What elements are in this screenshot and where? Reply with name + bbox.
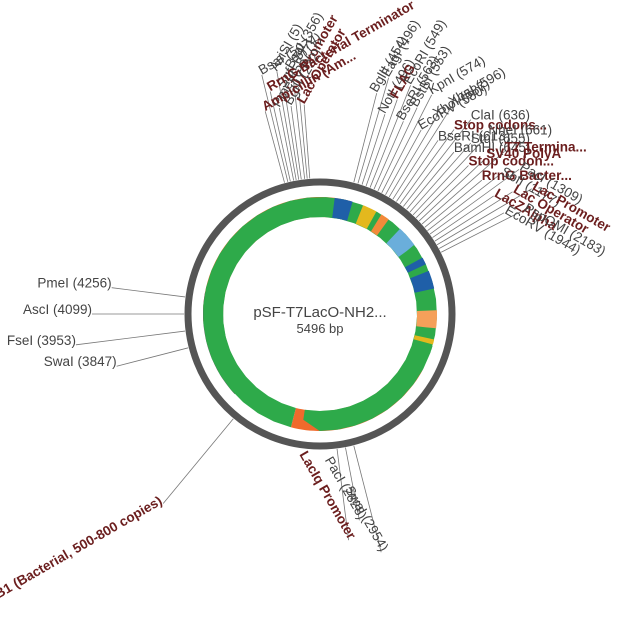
leader-line: [276, 71, 297, 181]
leader-line: [269, 91, 291, 182]
site-label-26: NheI (661): [488, 123, 552, 138]
site-label-42: PmeI (4256): [37, 276, 111, 291]
leader-line: [434, 191, 513, 242]
leader-line: [406, 151, 455, 210]
feature-name-22: Stop codons...: [454, 118, 547, 133]
leader-line: [415, 165, 469, 219]
leader-line: [429, 169, 520, 235]
plasmid-backbone: [184, 178, 456, 450]
leader-line: [392, 106, 453, 200]
feature-rrng-terminator: [332, 197, 353, 221]
feature-layer: LacI: [203, 197, 437, 431]
leader-line: [345, 447, 360, 521]
leader-lines: [75, 69, 532, 553]
leader-line: [116, 347, 189, 367]
leader-line: [264, 111, 285, 183]
leader-line: [336, 448, 349, 541]
site-label-45: SwaI (3847): [44, 354, 117, 369]
feature-name-29: T7 Termina...: [505, 139, 587, 154]
leader-line: [438, 212, 505, 249]
feature-blue-arrow: [386, 228, 415, 257]
feature-t7-terminator: [413, 335, 435, 345]
site-label-43: AscI (4099): [23, 302, 92, 317]
leader-line: [399, 129, 455, 205]
leader-line: [162, 418, 234, 504]
feature-sv40-polya: [416, 310, 437, 329]
site-label-44: FseI (3953): [7, 333, 76, 348]
site-label-23: ClaI (636): [471, 108, 530, 123]
leader-line: [111, 287, 186, 298]
feature-t7-lac-block: [355, 205, 377, 229]
site-label-24: BamHI (645): [454, 140, 531, 155]
leader-line: [357, 77, 390, 184]
feature-name-28: SV40 PolyA: [486, 146, 561, 161]
leader-line: [353, 445, 382, 553]
site-label-21: BseRI (613): [438, 128, 510, 143]
leader-line: [412, 134, 489, 216]
feature-rrng-bacter: [412, 340, 433, 351]
leader-line: [427, 173, 501, 231]
leader-line: [396, 140, 439, 202]
leader-line: [385, 129, 422, 196]
feature-name-30: RrnG Bacter...: [482, 168, 572, 183]
leader-line: [388, 117, 437, 198]
leader-line: [353, 93, 378, 183]
feature-stop-block: [405, 257, 426, 273]
leader-line: [75, 330, 186, 346]
leader-line: [290, 105, 302, 180]
leader-line: [381, 94, 433, 194]
plasmid-size: 5496 bp: [297, 321, 344, 336]
leader-line: [298, 86, 308, 179]
leader-line: [424, 179, 483, 228]
leader-line: [261, 74, 289, 182]
plasmid-name: pSF-T7LacO-NH2...: [253, 304, 386, 321]
feature-flag-block: [370, 214, 389, 236]
leader-line: [377, 107, 418, 192]
feature-stop-block-2: [410, 270, 435, 293]
leader-line: [421, 151, 505, 225]
leader-line: [278, 107, 295, 181]
leader-line: [436, 188, 532, 246]
site-label-25: StuI (655): [471, 131, 530, 146]
leader-line: [361, 114, 386, 185]
leader-line: [440, 210, 524, 253]
leader-line: [409, 142, 472, 213]
leader-line: [365, 99, 398, 187]
leader-line: [283, 88, 300, 180]
leader-line: [418, 157, 487, 222]
feature-name-41: pMB1 (Bacterial, 500-800 copies): [0, 493, 165, 611]
leader-line: [303, 104, 311, 179]
leader-line: [291, 69, 306, 179]
leader-line: [373, 121, 404, 190]
feature-name-27: Stop codon...: [468, 154, 554, 169]
leader-line: [432, 195, 494, 238]
leader-line: [403, 119, 472, 207]
leader-line: [369, 85, 411, 188]
